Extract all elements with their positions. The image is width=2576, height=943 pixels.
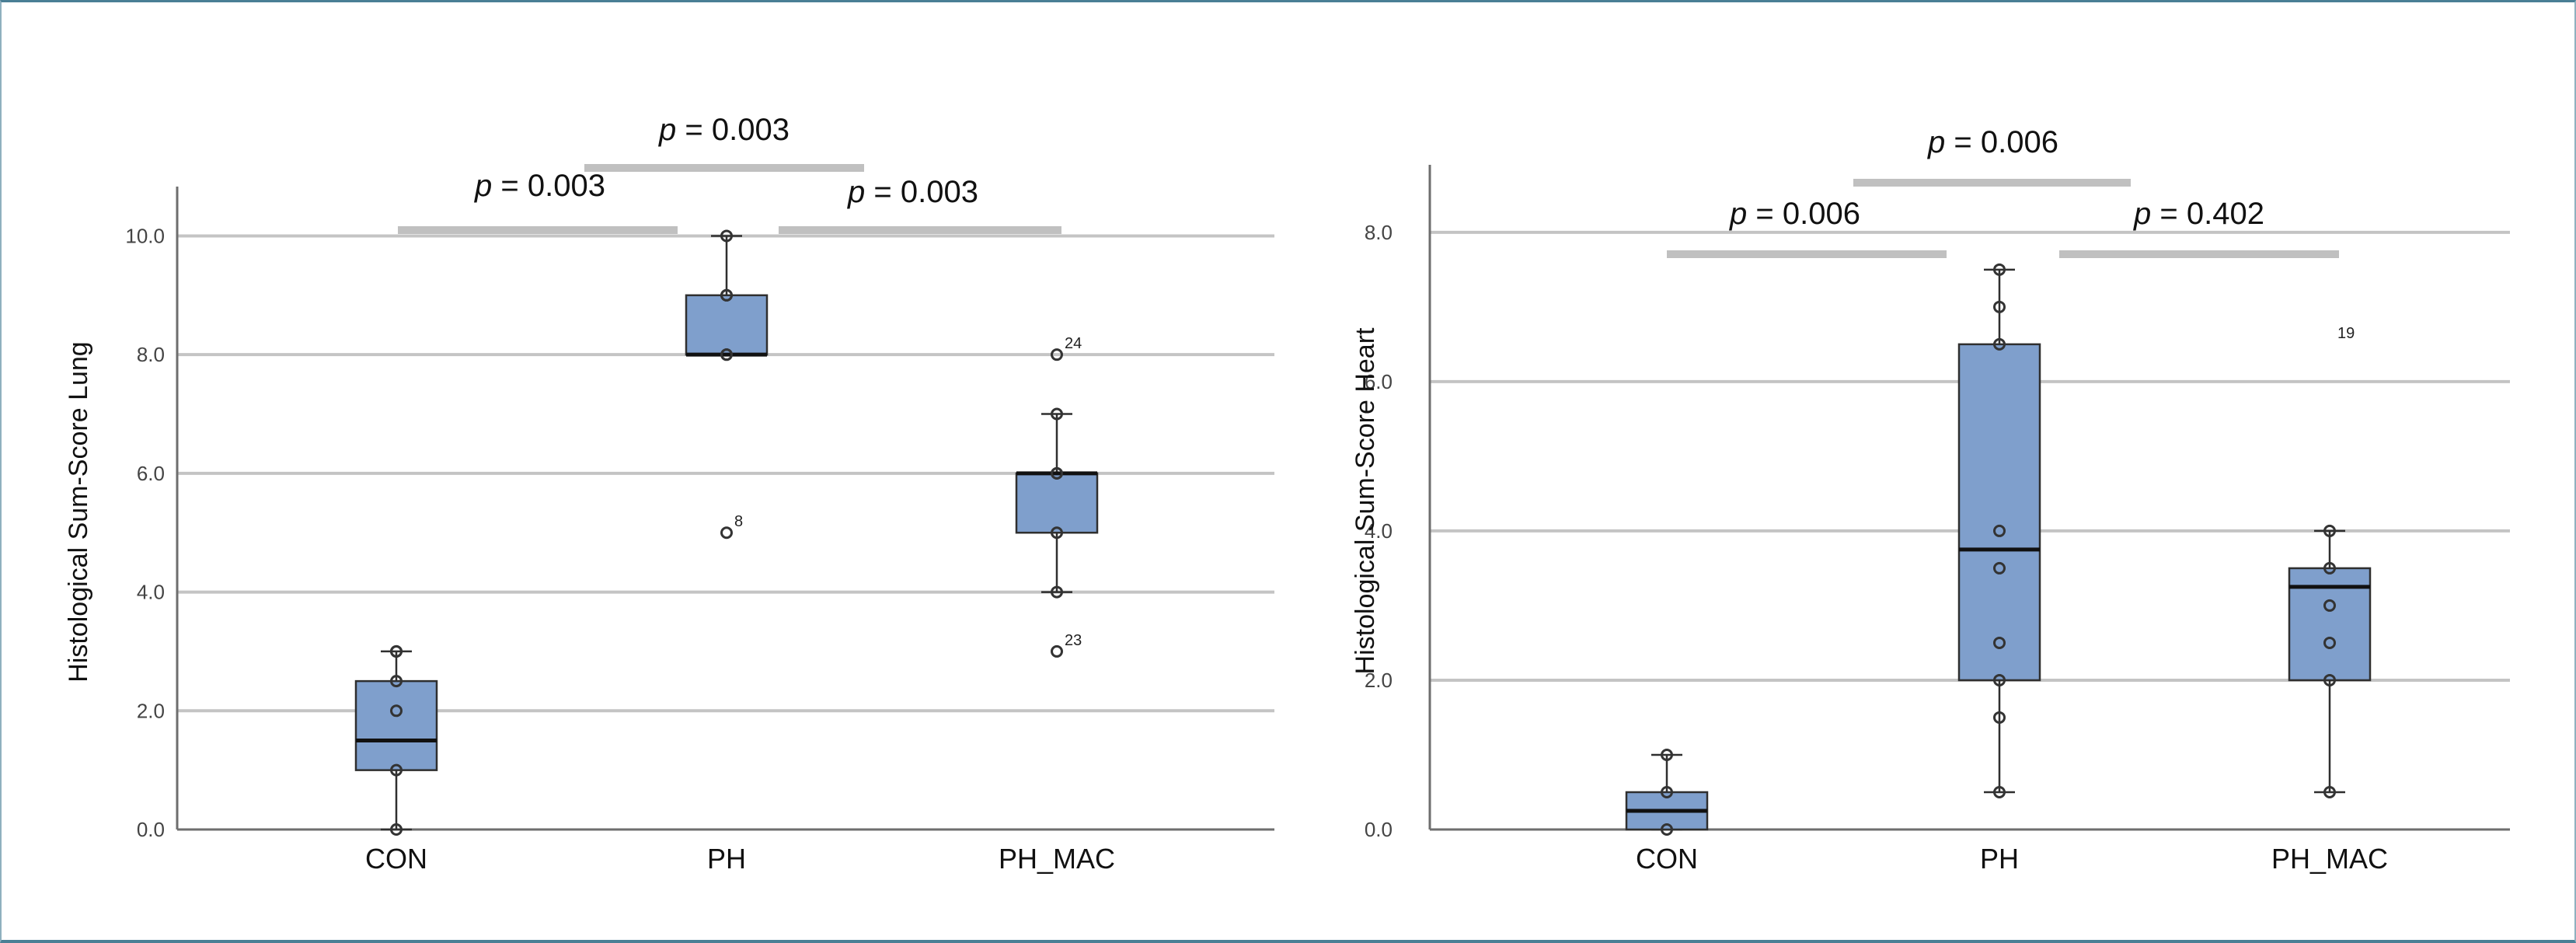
data-point: [720, 526, 733, 540]
data-point: [1051, 644, 1063, 658]
data-point: [720, 229, 733, 243]
data-point: [390, 675, 403, 688]
y-tick-label: 10.0: [125, 224, 165, 247]
data-point: [390, 763, 403, 777]
data-point: [2323, 599, 2336, 612]
data-point: [1661, 823, 1673, 836]
data-point: [1993, 673, 2006, 686]
x-category-label: CON: [365, 843, 427, 875]
data-point: [1661, 748, 1673, 761]
y-axis-label: Histological Sum-Score Lung: [64, 341, 93, 682]
y-tick-label: 0.0: [1365, 818, 1393, 841]
outlier-label: 23: [1065, 632, 1082, 649]
outlier-label: 8: [734, 513, 743, 530]
data-point: [720, 288, 733, 302]
data-point: [1993, 711, 2006, 724]
p-value-text: = 0.003: [492, 169, 605, 203]
x-category-label: PH: [1980, 843, 2019, 875]
p-symbol: p: [847, 175, 865, 209]
y-axis-label: Histological Sum-Score Heart: [1351, 327, 1380, 674]
data-point: [1661, 785, 1673, 798]
p-symbol: p: [658, 113, 676, 147]
y-tick-label: 8.0: [1365, 221, 1393, 244]
data-point: [1993, 300, 2006, 313]
p-value-text: = 0.402: [2151, 197, 2264, 231]
y-tick-label: 6.0: [1365, 370, 1393, 393]
y-tick-label: 8.0: [137, 343, 165, 366]
data-point: [1051, 466, 1063, 480]
data-point: [1051, 585, 1063, 599]
x-category-label: PH_MAC: [2271, 843, 2388, 875]
p-value-label: p = 0.006: [1729, 197, 1860, 231]
lung-boxplot-chart: 0.0 2.0 4.0 6.0 8.0 10.0 Histological Sum-Scor…: [64, 113, 1274, 875]
outlier-label: 24: [1065, 335, 1082, 352]
y-tick-label: 2.0: [137, 699, 165, 722]
data-point: [1993, 636, 2006, 649]
data-point: [1993, 561, 2006, 575]
outlier-label: 19: [2337, 325, 2355, 342]
p-value-label: p = 0.003: [474, 169, 605, 203]
p-value-text: = 0.003: [865, 175, 978, 209]
data-point: [1051, 526, 1063, 540]
p-value-label: p = 0.003: [658, 113, 790, 147]
p-value-text: = 0.006: [1945, 125, 2058, 159]
heart-boxplot-chart: 0.0 2.0 4.0 6.0 8.0 Histological Sum-Score He…: [1351, 125, 2510, 875]
x-category-label: CON: [1636, 843, 1698, 875]
iqr-box: [1957, 343, 2041, 682]
p-value-label: p = 0.003: [847, 175, 978, 209]
p-value-text: = 0.003: [676, 113, 790, 147]
data-point: [390, 704, 403, 718]
y-tick-label: 4.0: [1365, 519, 1393, 543]
data-point: [2323, 524, 2336, 537]
y-tick-label: 2.0: [1365, 669, 1393, 692]
data-point: [1993, 263, 2006, 276]
data-point: [1051, 348, 1063, 361]
y-tick-label: 4.0: [137, 581, 165, 604]
p-value-label: p = 0.006: [1927, 125, 2058, 159]
p-symbol: p: [2133, 197, 2151, 231]
data-point: [720, 348, 733, 361]
x-category-label: PH_MAC: [999, 843, 1115, 875]
p-value-text: = 0.006: [1747, 197, 1860, 231]
data-point: [1993, 524, 2006, 537]
data-point: [2323, 561, 2336, 575]
p-symbol: p: [1927, 125, 1945, 159]
iqr-box: [685, 294, 769, 356]
iqr-box: [354, 679, 438, 771]
data-point: [2323, 785, 2336, 798]
data-point: [390, 644, 403, 658]
x-category-label: PH: [707, 843, 746, 875]
data-point: [2323, 673, 2336, 686]
data-point: [1993, 337, 2006, 351]
p-symbol: p: [1729, 197, 1747, 231]
data-point: [390, 823, 403, 836]
iqr-box: [1015, 472, 1099, 534]
y-tick-label: 6.0: [137, 462, 165, 485]
data-point: [1051, 407, 1063, 421]
data-point: [2323, 636, 2336, 649]
data-point: [1993, 785, 2006, 798]
y-tick-label: 0.0: [137, 818, 165, 841]
p-value-label: p = 0.402: [2133, 197, 2264, 231]
p-symbol: p: [474, 169, 492, 203]
